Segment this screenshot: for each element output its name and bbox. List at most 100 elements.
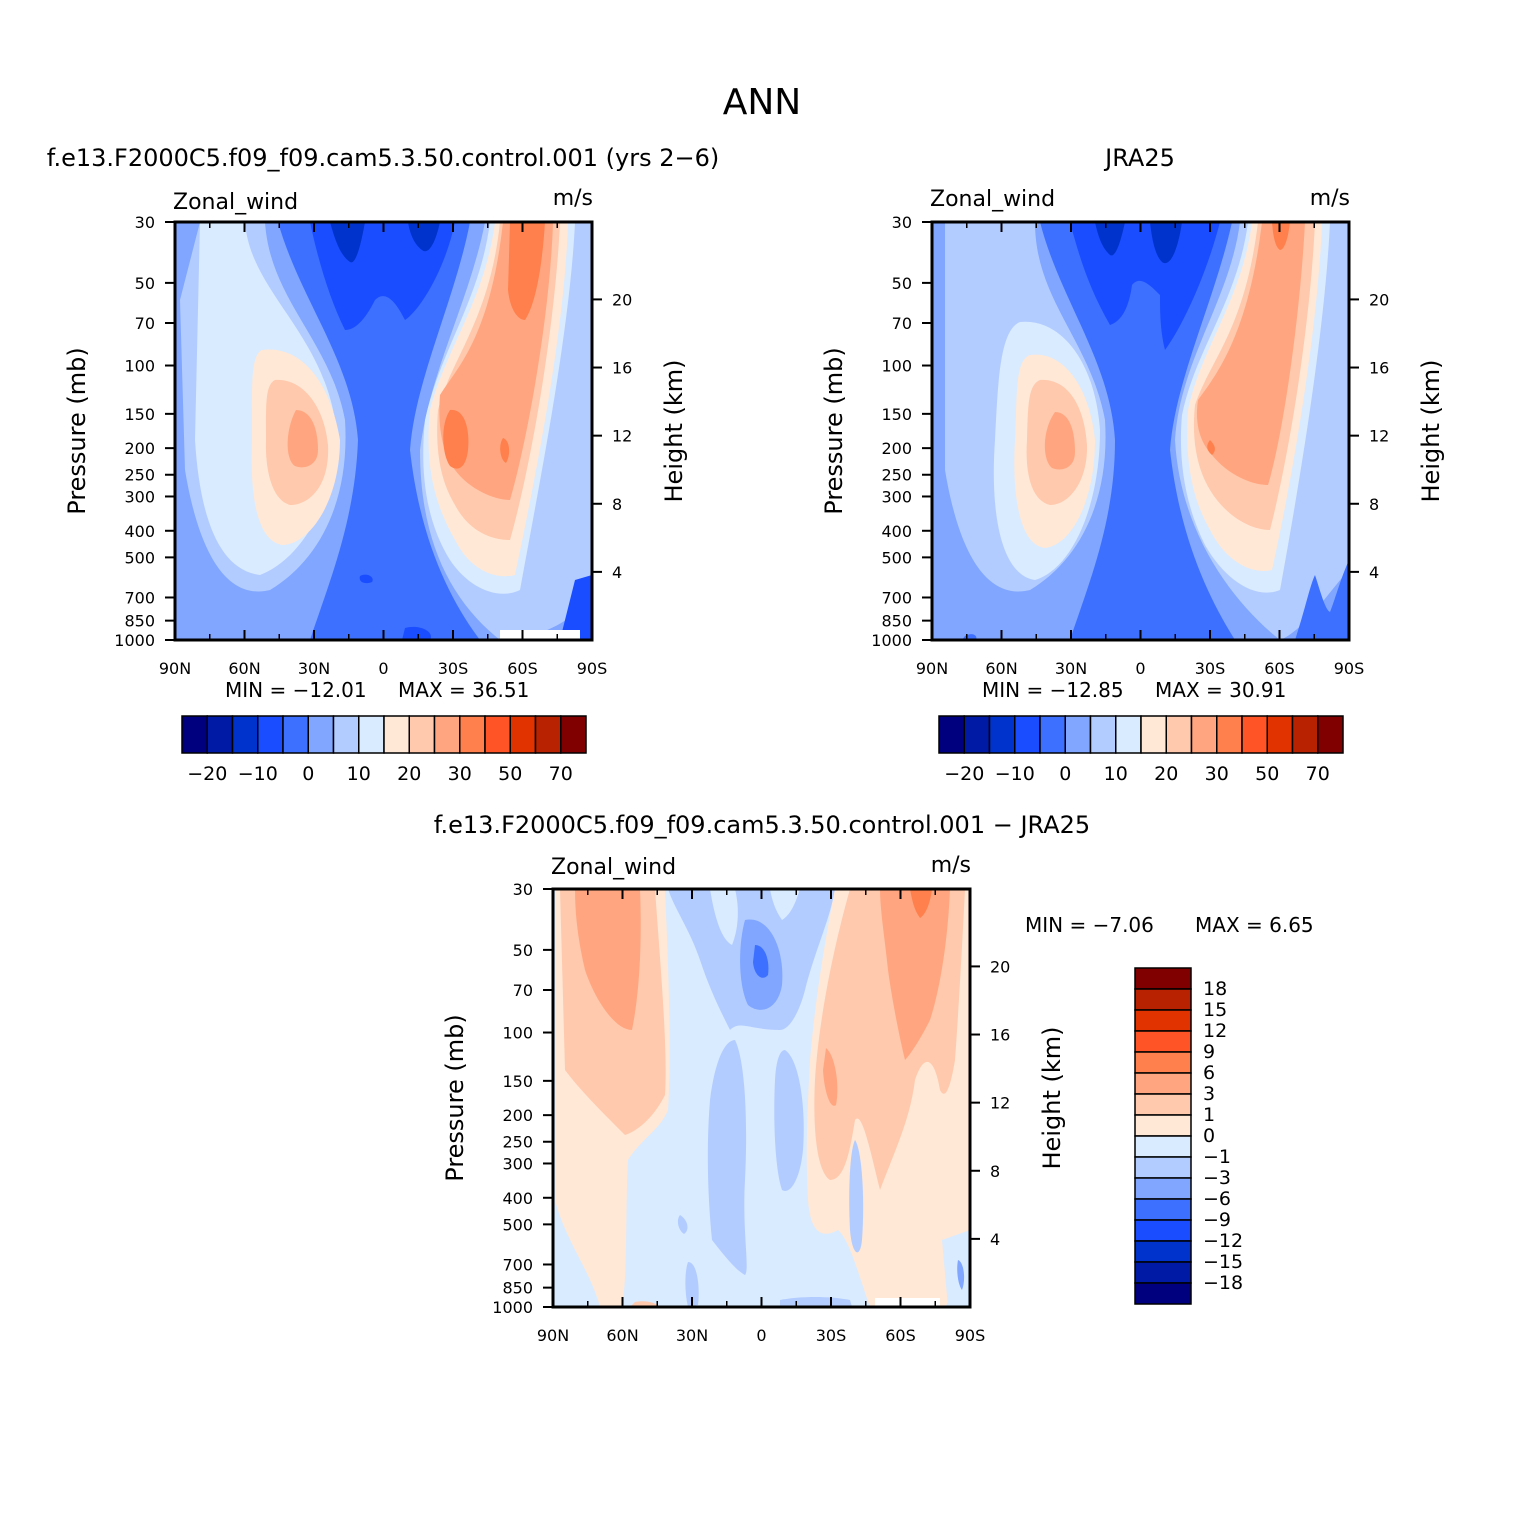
pressure-tick-label: 200 — [502, 1106, 533, 1125]
contour-fill — [287, 410, 318, 468]
lat-tick-label: 60S — [1264, 659, 1295, 678]
colorbar-swatch — [1134, 1009, 1192, 1032]
lat-tick-label: 60S — [507, 659, 538, 678]
contour-fill — [780, 1297, 852, 1307]
colorbar-label: −9 — [1203, 1209, 1231, 1231]
colorbar-label: −10 — [995, 763, 1035, 785]
colorbar-swatch — [1134, 1177, 1192, 1200]
axes-and-colorbars: 3050701001502002503004005007008501000481… — [63, 213, 1445, 1345]
height-tick-label: 20 — [612, 290, 632, 309]
colorbar-label: 50 — [498, 763, 522, 785]
colorbar-swatch — [307, 715, 335, 754]
colorbar-label: 10 — [1104, 763, 1128, 785]
colorbar-swatch — [433, 715, 461, 754]
colorbar-swatch — [484, 715, 511, 754]
lat-tick-label: 90N — [916, 659, 948, 678]
colorbar-swatch — [459, 715, 486, 754]
panel-diff-title: f.e13.F2000C5.f09_f09.cam5.3.50.control.… — [434, 811, 1090, 839]
height-tick-label: 4 — [1369, 563, 1379, 582]
pressure-tick-label: 100 — [124, 357, 155, 376]
colorbar-swatch — [1134, 1219, 1192, 1242]
suptitle: ANN — [723, 82, 802, 123]
min-label: MIN = −12.01 — [225, 678, 367, 702]
colorbar-label: 1 — [1203, 1104, 1215, 1126]
pressure-tick-label: 70 — [513, 981, 533, 1000]
pressure-tick-label: 700 — [124, 588, 155, 607]
contour-fill — [910, 889, 932, 918]
colorbar-swatch — [408, 715, 436, 754]
panel-model-units: m/s — [553, 186, 593, 211]
pressure-tick-label: 70 — [892, 314, 912, 333]
pressure-tick-label: 500 — [881, 548, 912, 567]
contour-fill — [1095, 222, 1125, 256]
colorbar-swatch — [938, 715, 965, 754]
pressure-tick-label: 400 — [124, 522, 155, 541]
lat-tick-label: 30N — [676, 1326, 708, 1345]
colorbar-label: 0 — [302, 763, 314, 785]
pressure-tick-label: 300 — [124, 487, 155, 506]
lat-tick-label: 60N — [228, 659, 260, 678]
colorbar-swatch — [1134, 1030, 1192, 1053]
colorbar-swatch — [560, 715, 587, 754]
panel-model-title: f.e13.F2000C5.f09_f09.cam5.3.50.control.… — [47, 144, 720, 172]
colorbar-label: 18 — [1203, 978, 1227, 1000]
contour-fill — [278, 222, 480, 640]
colorbar-label: 12 — [1203, 1020, 1227, 1042]
panel-model: f.e13.F2000C5.f09_f09.cam5.3.50.control.… — [47, 144, 720, 642]
contour-fill — [500, 438, 510, 463]
lat-tick-label: 30S — [1195, 659, 1226, 678]
pressure-tick-label: 1000 — [492, 1298, 533, 1317]
pressure-tick-label: 250 — [881, 466, 912, 485]
contour-fill — [677, 1215, 688, 1234]
colorbar-swatch — [509, 715, 537, 754]
height-tick-label: 4 — [990, 1230, 1000, 1249]
lat-tick-label: 90N — [159, 659, 191, 678]
pressure-tick-label: 50 — [892, 274, 912, 293]
max-label: MAX = 30.91 — [1155, 678, 1286, 702]
colorbar-swatch — [1134, 1240, 1192, 1263]
lat-tick-label: 90S — [1334, 659, 1365, 678]
pressure-tick-label: 30 — [135, 213, 155, 232]
contour-fill — [575, 889, 641, 1030]
pressure-tick-label: 700 — [881, 588, 912, 607]
contour-fill — [685, 1262, 699, 1307]
panel-jra25-contours — [932, 222, 1349, 640]
contour-fill — [408, 222, 440, 252]
contour-fill — [942, 1230, 970, 1307]
colorbar-swatch — [1134, 1282, 1192, 1305]
contour-fill — [1272, 222, 1290, 250]
pressure-tick-label: 1000 — [871, 631, 912, 650]
contour-fill — [402, 626, 431, 640]
height-tick-label: 8 — [612, 495, 622, 514]
lat-tick-label: 90S — [577, 659, 608, 678]
colorbar-swatch — [1039, 715, 1066, 754]
contour-fill — [753, 945, 769, 978]
height-tick-label: 4 — [612, 563, 622, 582]
colorbar-label: 20 — [1154, 763, 1178, 785]
min-label: MIN = −7.06 — [1025, 913, 1154, 937]
pressure-tick-label: 300 — [502, 1154, 533, 1173]
colorbar-swatch — [1140, 715, 1167, 754]
lat-tick-label: 0 — [756, 1326, 766, 1345]
pressure-tick-label: 700 — [502, 1255, 533, 1274]
colorbar-label: −12 — [1203, 1230, 1243, 1252]
colorbar-swatch — [1134, 1198, 1192, 1221]
height-tick-label: 12 — [612, 427, 632, 446]
height-axis-title: Height (km) — [1038, 1027, 1066, 1170]
pressure-tick-label: 70 — [135, 314, 155, 333]
colorbar-swatch — [1064, 715, 1092, 754]
contour-fill — [1040, 222, 1235, 640]
colorbar-swatch — [282, 715, 309, 754]
contour-fill — [849, 1140, 864, 1253]
colorbar-swatch — [1134, 1114, 1192, 1137]
pressure-axis-title: Pressure (mb) — [441, 1014, 469, 1181]
colorbar-label: 10 — [347, 763, 371, 785]
contour-fill — [770, 889, 800, 920]
colorbar-label: −1 — [1203, 1146, 1231, 1168]
panel-model-contours — [175, 222, 592, 640]
colorbar-swatch — [206, 715, 234, 754]
colorbar-swatch — [1134, 1261, 1192, 1284]
panel-model-variable: Zonal_wind — [173, 190, 298, 215]
pressure-tick-label: 50 — [513, 941, 533, 960]
